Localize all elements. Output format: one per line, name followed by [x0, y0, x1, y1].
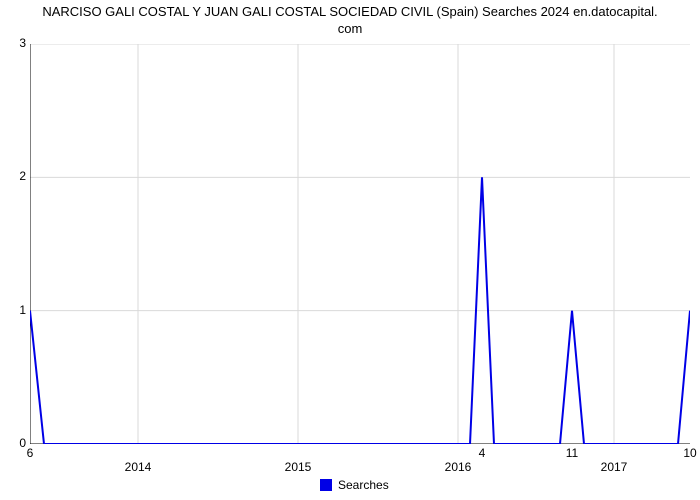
- x-tick-label: 2017: [601, 460, 628, 474]
- chart-title-line2: com: [338, 21, 363, 36]
- x-tick-label: 2015: [285, 460, 312, 474]
- y-tick-label: 0: [6, 436, 26, 450]
- value-label: 4: [479, 446, 486, 460]
- y-tick-label: 3: [6, 36, 26, 50]
- legend-label: Searches: [338, 478, 389, 492]
- value-label: 10: [683, 446, 696, 460]
- x-tick-label: 2016: [445, 460, 472, 474]
- value-label: 6: [27, 446, 34, 460]
- y-tick-label: 1: [6, 303, 26, 317]
- chart-title-line1: NARCISO GALI COSTAL Y JUAN GALI COSTAL S…: [42, 4, 657, 19]
- legend-swatch: [320, 479, 332, 491]
- plot-area: [30, 44, 690, 444]
- chart-title: NARCISO GALI COSTAL Y JUAN GALI COSTAL S…: [0, 4, 700, 38]
- x-tick-label: 2014: [125, 460, 152, 474]
- y-tick-label: 2: [6, 169, 26, 183]
- chart-container: NARCISO GALI COSTAL Y JUAN GALI COSTAL S…: [0, 0, 700, 500]
- legend: Searches: [320, 478, 389, 492]
- value-label: 11: [566, 446, 578, 460]
